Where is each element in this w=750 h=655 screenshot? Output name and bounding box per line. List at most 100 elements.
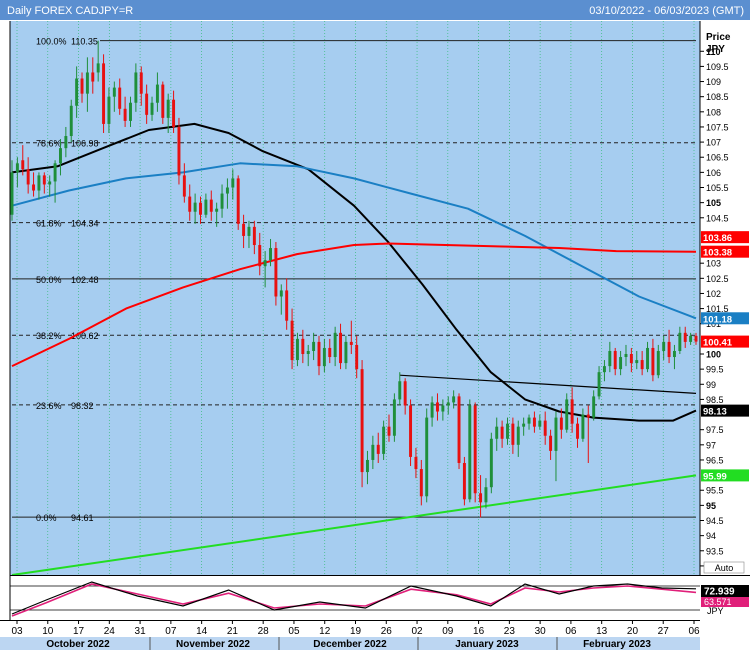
candle-body xyxy=(586,414,590,418)
oscillator-panel[interactable] xyxy=(10,576,700,620)
candle-body xyxy=(123,108,127,121)
candle-body xyxy=(85,72,89,94)
month-labels: October 2022 November 2022 December 2022 Ja… xyxy=(46,637,651,650)
candle-body xyxy=(53,163,57,182)
y-tick-label: 97 xyxy=(706,440,716,450)
month-label: November 2022 xyxy=(176,639,250,650)
candle-body xyxy=(64,136,68,149)
y-tick-label: 101.5 xyxy=(706,304,729,314)
x-axis-ticks: 03 10 17 24 31 07 14 21 28 05 12 19 26 02 09 16 23 30 06 13… xyxy=(11,620,700,637)
candle-body xyxy=(376,444,380,454)
candle-body xyxy=(382,426,386,454)
candle-body xyxy=(328,347,332,358)
fib-level-label: 61.8% xyxy=(36,219,62,229)
x-tick-label: 06 xyxy=(688,626,700,637)
x-tick-label: 14 xyxy=(196,626,208,637)
candle-body xyxy=(462,462,466,500)
candle-body xyxy=(419,469,423,497)
x-tick-label: 31 xyxy=(135,626,147,637)
y-tick-label: 102 xyxy=(706,289,721,299)
candle-body xyxy=(285,290,289,321)
oscillator-value-tag xyxy=(701,585,749,597)
y-tick-label: 98.5 xyxy=(706,395,724,405)
candle-body xyxy=(37,175,41,191)
candle-body xyxy=(549,435,553,451)
header-bar xyxy=(0,0,750,20)
candle-body xyxy=(613,350,617,370)
y-tick-label: 97.5 xyxy=(706,425,724,435)
y-tick-label: 106.5 xyxy=(706,153,729,163)
price-tag xyxy=(701,231,749,244)
y-tick-label: 94 xyxy=(706,531,716,541)
y-tick-label: 108 xyxy=(706,107,721,117)
price-plot-area[interactable] xyxy=(10,21,700,575)
oscillator-lines xyxy=(10,581,700,617)
auto-scale-button[interactable] xyxy=(703,561,745,574)
fib-price-label: 98.32 xyxy=(71,401,94,411)
y-tick-label: 109.5 xyxy=(706,62,729,72)
candle-body xyxy=(468,405,472,500)
candle-body xyxy=(581,414,585,439)
candle-body xyxy=(635,360,639,364)
fib-level-label: 23.6% xyxy=(36,401,62,411)
candle-body xyxy=(118,87,122,109)
candle-body xyxy=(247,226,251,236)
candle-body xyxy=(392,399,396,436)
candle-body xyxy=(344,341,348,364)
fib-price-label: 94.61 xyxy=(71,513,94,523)
fib-level-label: 100.0% xyxy=(36,37,67,47)
candle-body xyxy=(543,420,547,436)
candle-body xyxy=(452,396,456,403)
candle-body xyxy=(290,320,294,361)
candle-body xyxy=(527,417,531,424)
candle-body xyxy=(667,341,671,358)
line-red-ma xyxy=(11,242,697,368)
vertical-grid xyxy=(16,21,695,575)
candle-body xyxy=(172,99,176,127)
candle-body xyxy=(80,78,84,94)
x-tick-label: 10 xyxy=(42,626,54,637)
y-tick-label: 95 xyxy=(706,501,716,511)
month-band xyxy=(0,637,700,650)
candle-body xyxy=(619,357,623,370)
fib-level-label: 38.2% xyxy=(36,331,62,341)
candle-body xyxy=(532,417,536,427)
candle-body xyxy=(371,444,375,460)
y-tick-label: 105.5 xyxy=(706,183,729,193)
candle-body xyxy=(242,223,246,236)
candle-body xyxy=(672,350,676,358)
oscillator-signal-tag xyxy=(701,597,749,607)
x-tick-label: 02 xyxy=(411,626,423,637)
candle-body xyxy=(511,423,515,445)
candlesticks xyxy=(10,40,698,518)
candle-body xyxy=(694,335,698,342)
candle-body xyxy=(252,226,256,246)
candle-body xyxy=(301,338,305,355)
price-axis-unit: JPY xyxy=(706,44,725,55)
candle-body xyxy=(387,426,391,436)
x-tick-label: 19 xyxy=(350,626,362,637)
price-tag-label: 95.99 xyxy=(703,471,727,482)
price-tag-label: 103.86 xyxy=(703,233,732,244)
month-label: December 2022 xyxy=(313,639,387,650)
candle-body xyxy=(48,181,52,185)
candle-body xyxy=(678,332,682,351)
candle-body xyxy=(26,169,30,185)
x-tick-label: 24 xyxy=(104,626,116,637)
candle-body xyxy=(538,420,542,427)
candle-body xyxy=(506,423,509,439)
y-tick-label: 104.5 xyxy=(706,213,729,223)
fibonacci-levels: 100.0% 110.35 78.6% 106.98 61.8% 104.34 50.0% 1… xyxy=(12,37,696,523)
candle-body xyxy=(155,84,159,103)
y-tick-label: 107 xyxy=(706,138,721,148)
date-range: 03/10/2022 - 06/03/2023 (GMT) xyxy=(589,5,744,17)
candle-body xyxy=(220,193,224,209)
candle-body xyxy=(215,208,219,212)
candle-body xyxy=(640,360,644,370)
y-tick-label: 108.5 xyxy=(706,92,729,102)
candle-body xyxy=(32,184,36,191)
fib-price-label: 104.34 xyxy=(71,219,99,229)
oscillator-unit: JPY xyxy=(707,606,724,616)
x-tick-label: 16 xyxy=(473,626,485,637)
